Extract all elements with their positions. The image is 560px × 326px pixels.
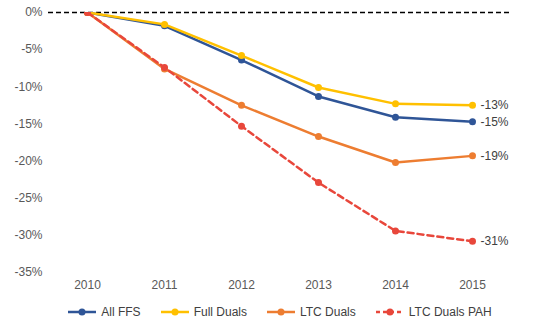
svg-text:-10%: -10% <box>14 80 42 94</box>
svg-text:-15%: -15% <box>481 115 509 129</box>
svg-text:2014: 2014 <box>382 278 409 292</box>
svg-text:2011: 2011 <box>152 278 178 292</box>
svg-text:-25%: -25% <box>14 191 42 205</box>
svg-text:-35%: -35% <box>14 265 42 279</box>
svg-text:-20%: -20% <box>14 154 42 168</box>
svg-text:-19%: -19% <box>481 149 509 163</box>
svg-text:0%: 0% <box>25 5 43 19</box>
svg-text:2010: 2010 <box>74 278 101 292</box>
svg-text:2013: 2013 <box>305 278 332 292</box>
svg-text:-30%: -30% <box>14 228 42 242</box>
svg-text:-13%: -13% <box>481 98 509 112</box>
svg-text:-15%: -15% <box>14 117 42 131</box>
html-text:Full Duals: Full Duals <box>193 305 247 319</box>
html-text:LTC Duals: LTC Duals <box>300 305 356 319</box>
html-text:LTC Duals PAH: LTC Duals PAH <box>408 305 492 319</box>
html-text:All FFS: All FFS <box>101 305 141 319</box>
svg-text:2012: 2012 <box>228 278 255 292</box>
svg-text:-31%: -31% <box>481 234 509 248</box>
svg-text:-5%: -5% <box>21 42 43 56</box>
svg-text:2015: 2015 <box>459 278 486 292</box>
